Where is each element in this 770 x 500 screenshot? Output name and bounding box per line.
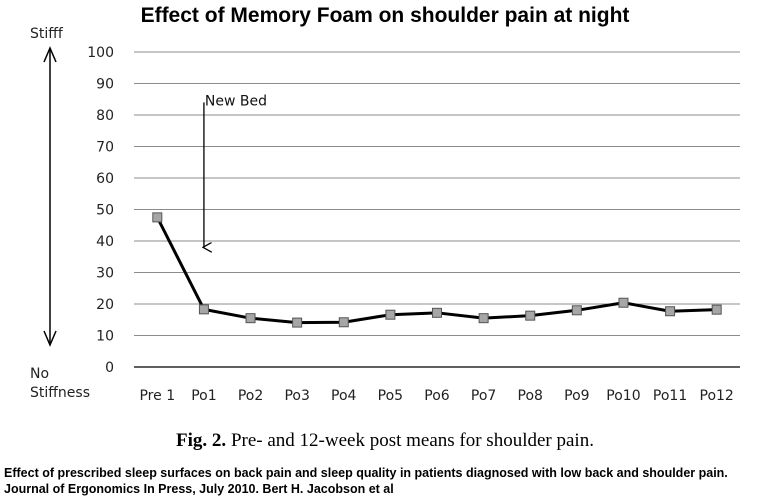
data-point <box>385 309 396 320</box>
annotation: New Bed <box>204 93 267 247</box>
x-tick-label: Pre 1 <box>139 388 175 404</box>
data-series <box>152 212 722 328</box>
x-tick-label: Po12 <box>700 388 734 404</box>
y-tick-label: 90 <box>96 77 114 93</box>
x-axis-tick-labels: Pre 1 Po1 Po2 Po3 Po4 Po5 Po6 Po7 Po8 Po9 Po10 Po11… <box>139 388 733 404</box>
y-tick-label: 20 <box>96 297 114 313</box>
x-tick-label: Po6 <box>424 388 450 404</box>
y-tick-label: 80 <box>96 108 114 124</box>
figure-label: Fig. 2. <box>176 430 227 451</box>
citation: Effect of prescribed sleep surfaces on b… <box>4 466 728 496</box>
scale-top-label: Stifff <box>30 26 64 42</box>
annotation-label: New Bed <box>205 93 267 109</box>
x-tick-label: Po10 <box>606 388 640 404</box>
figure-caption-text: Pre- and 12-week post means for shoulder… <box>230 430 594 451</box>
y-tick-label: 50 <box>96 203 114 219</box>
y-tick-label: 60 <box>96 171 114 187</box>
y-tick-label: 0 <box>105 360 114 376</box>
data-point <box>338 317 349 328</box>
data-point <box>571 305 582 316</box>
y-axis-tick-labels: 0 10 20 30 40 50 60 70 80 90 100 <box>87 45 114 376</box>
x-tick-label: Po3 <box>284 388 309 404</box>
y-tick-label: 30 <box>96 266 114 282</box>
figure-caption: Fig. 2. Pre- and 12-week post means for … <box>0 430 770 452</box>
chart-title: Effect of Memory Foam on shoulder pain a… <box>140 4 630 27</box>
y-tick-label: 10 <box>96 329 114 345</box>
scale-bottom-label-2: Stiffness <box>30 385 90 401</box>
data-point <box>478 313 489 324</box>
gridlines <box>134 51 740 368</box>
y-tick-label: 40 <box>96 234 114 250</box>
series-line <box>155 216 717 325</box>
data-point <box>292 317 303 328</box>
x-tick-label: Po9 <box>564 388 589 404</box>
y-tick-label: 100 <box>87 45 114 61</box>
data-point <box>618 297 629 308</box>
data-point <box>245 313 256 324</box>
x-tick-label: Po4 <box>331 388 357 404</box>
data-point <box>525 310 536 321</box>
scale-arrow <box>43 46 57 347</box>
y-tick-label: 70 <box>96 140 114 156</box>
x-tick-label: Po7 <box>471 388 496 404</box>
scale-bottom-label-1: No <box>30 366 49 382</box>
data-point <box>152 212 163 223</box>
data-point <box>432 307 442 318</box>
data-point <box>711 304 722 315</box>
data-point <box>198 304 209 315</box>
data-point <box>665 306 676 317</box>
x-tick-label: Po11 <box>653 388 687 404</box>
x-tick-label: Po2 <box>238 388 263 404</box>
x-tick-label: Po8 <box>518 388 543 404</box>
x-tick-label: Po1 <box>191 388 216 404</box>
x-tick-label: Po5 <box>378 388 403 404</box>
